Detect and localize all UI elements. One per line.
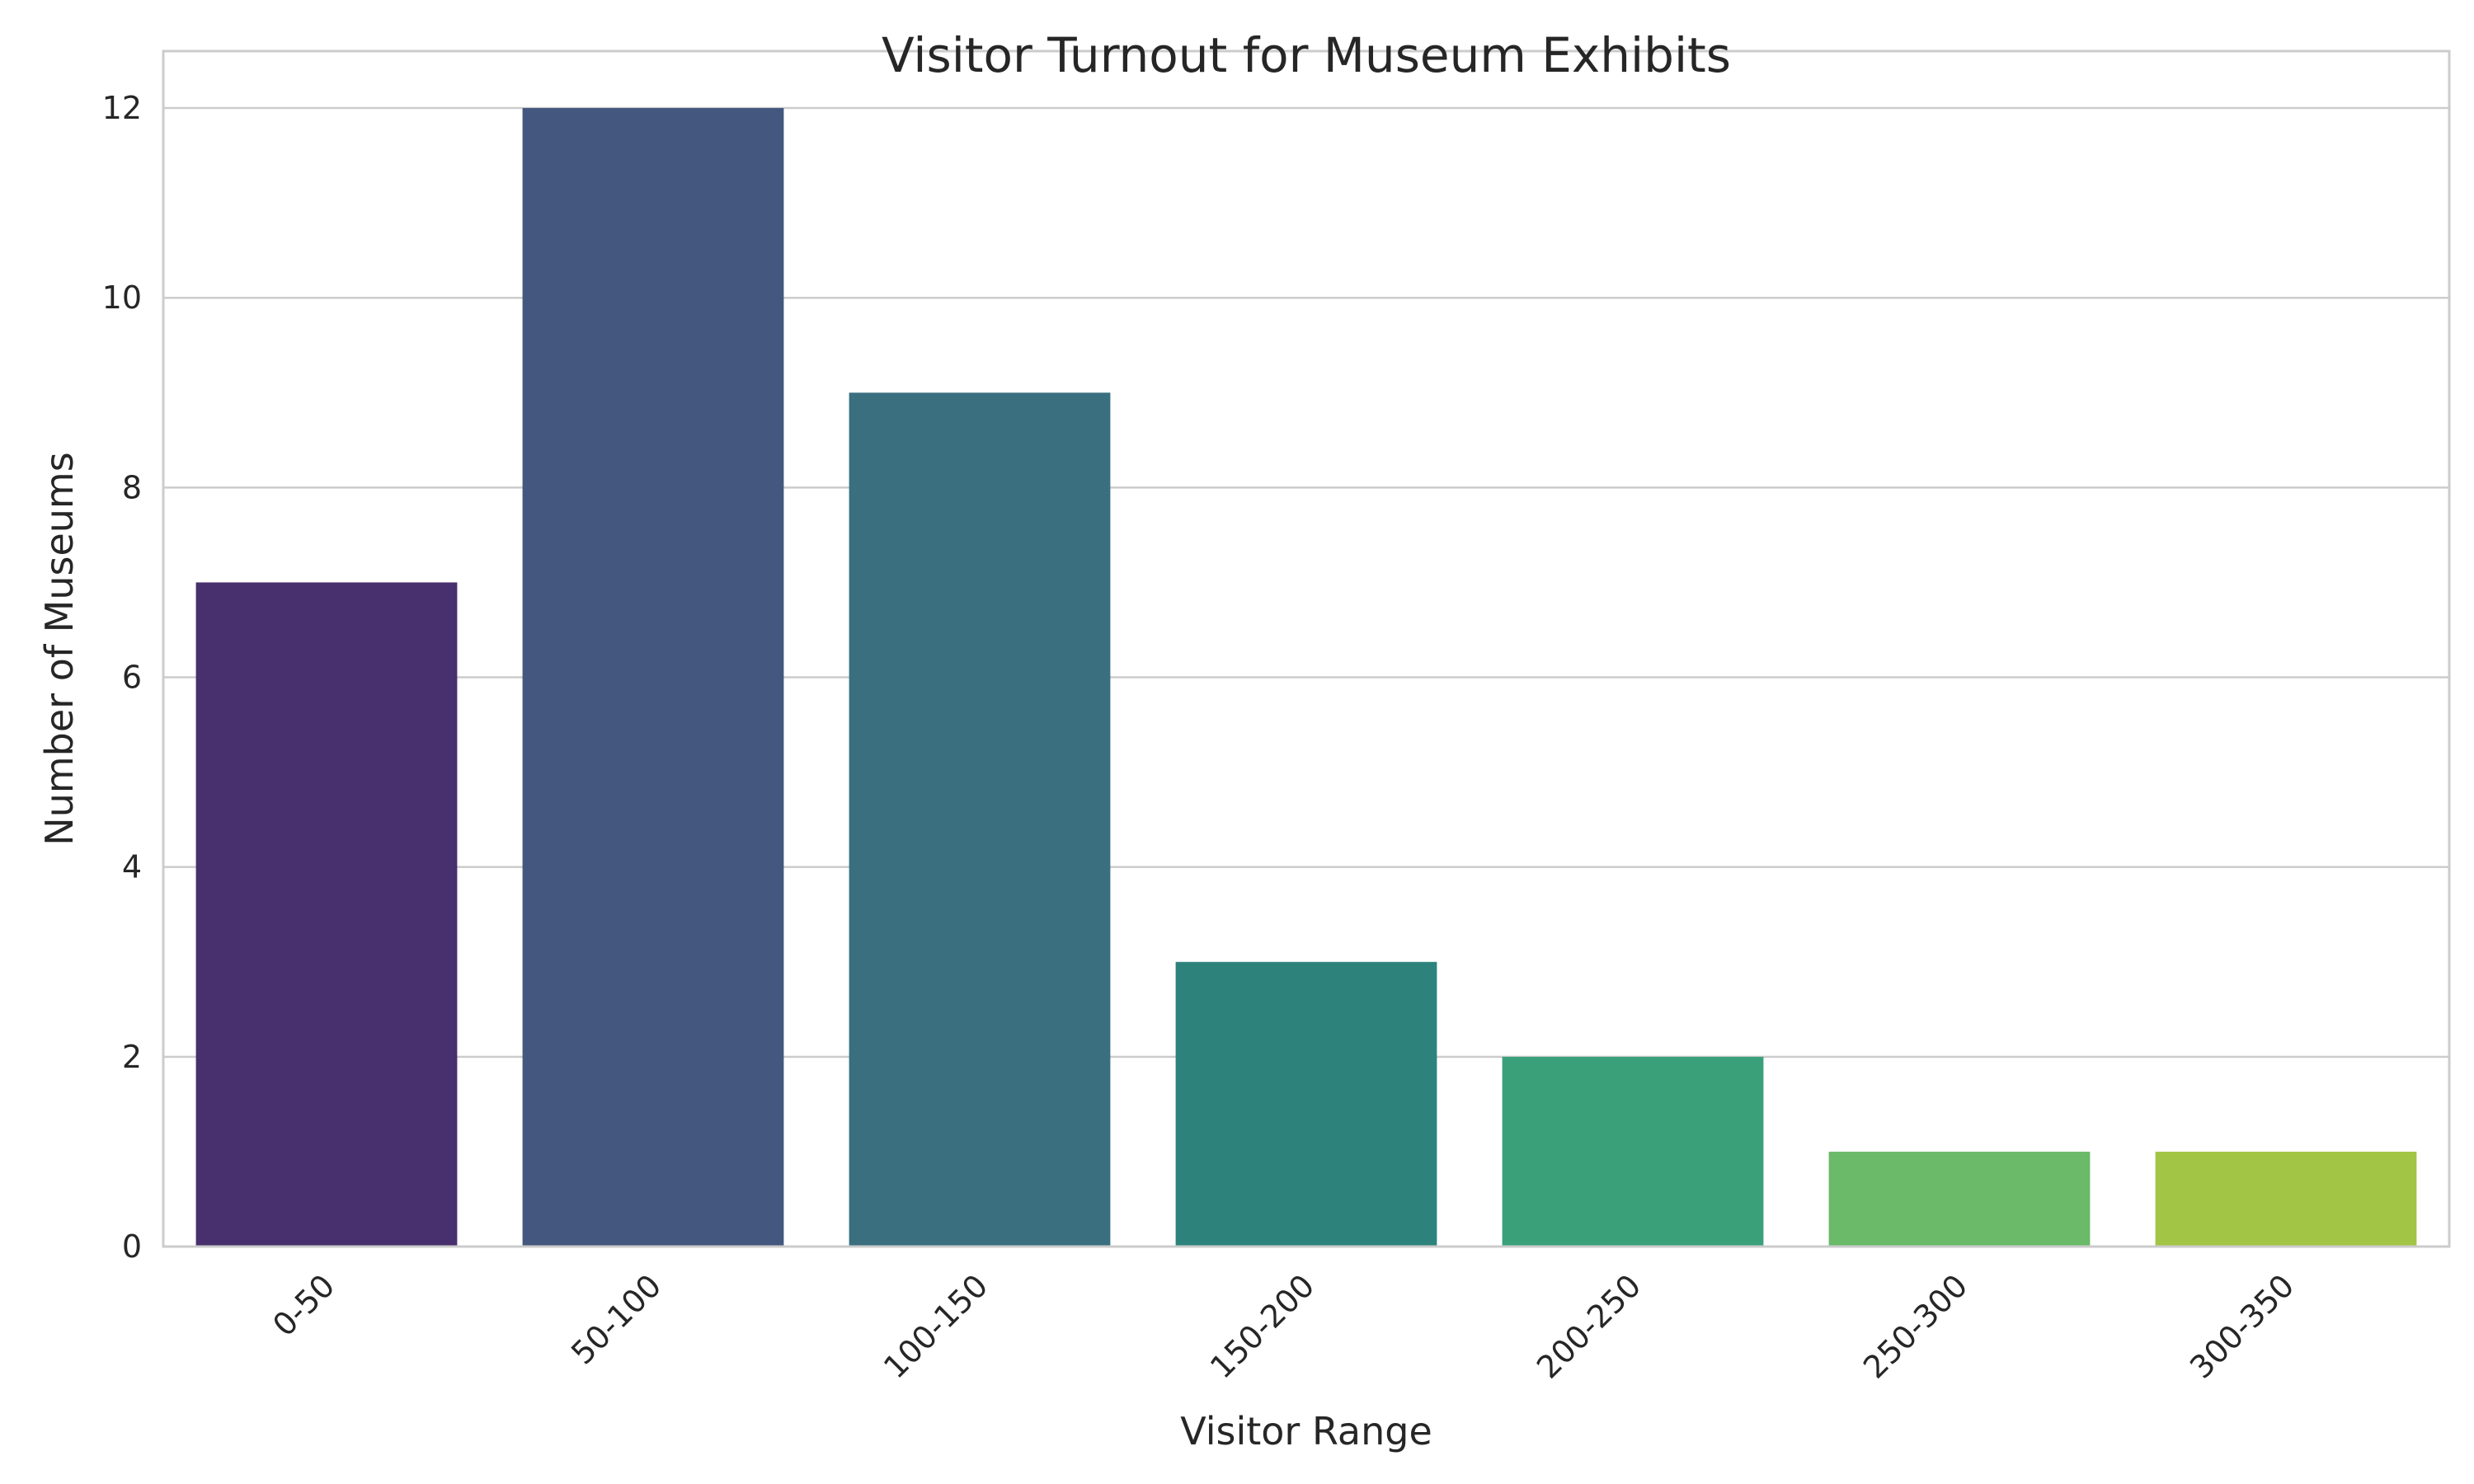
y-tick-label: 0 (122, 1228, 142, 1265)
y-tick-label: 2 (122, 1039, 142, 1075)
y-tick-label: 8 (122, 469, 142, 505)
y-tick-labels: 0 2 4 6 8 10 12 (102, 90, 142, 1265)
x-tick-label: 200-250 (1530, 1267, 1648, 1385)
plot-frame (162, 49, 2451, 1248)
chart-title: Visitor Turnout for Museum Exhibits (882, 27, 1731, 83)
bar-100-150 (849, 392, 1111, 1247)
bar-50-100 (522, 108, 784, 1247)
y-axis-label: Number of Museums (37, 452, 82, 845)
bar-250-300 (1828, 1151, 2091, 1247)
y-tick-label: 10 (102, 279, 142, 316)
x-tick-label: 100-150 (877, 1267, 995, 1385)
x-tick-label: 300-350 (2183, 1267, 2301, 1385)
bars (195, 108, 2417, 1247)
y-tick-label: 4 (122, 849, 142, 885)
x-axis-label: Visitor Range (1180, 1409, 1432, 1453)
bar-0-50 (195, 582, 458, 1247)
x-tick-label: 150-200 (1203, 1267, 1321, 1385)
bar-200-250 (1502, 1056, 1764, 1247)
x-tick-label: 250-300 (1856, 1267, 1974, 1385)
x-tick-labels: 0-50 50-100 100-150 150-200 200-250 250-300 30… (266, 1267, 2301, 1385)
y-tick-label: 6 (122, 660, 142, 696)
x-tick-label: 50-100 (564, 1267, 668, 1371)
y-tick-label: 12 (102, 90, 142, 126)
bar-300-350 (2155, 1151, 2417, 1247)
x-tick-label: 0-50 (266, 1267, 341, 1343)
bar-150-200 (1175, 961, 1437, 1247)
